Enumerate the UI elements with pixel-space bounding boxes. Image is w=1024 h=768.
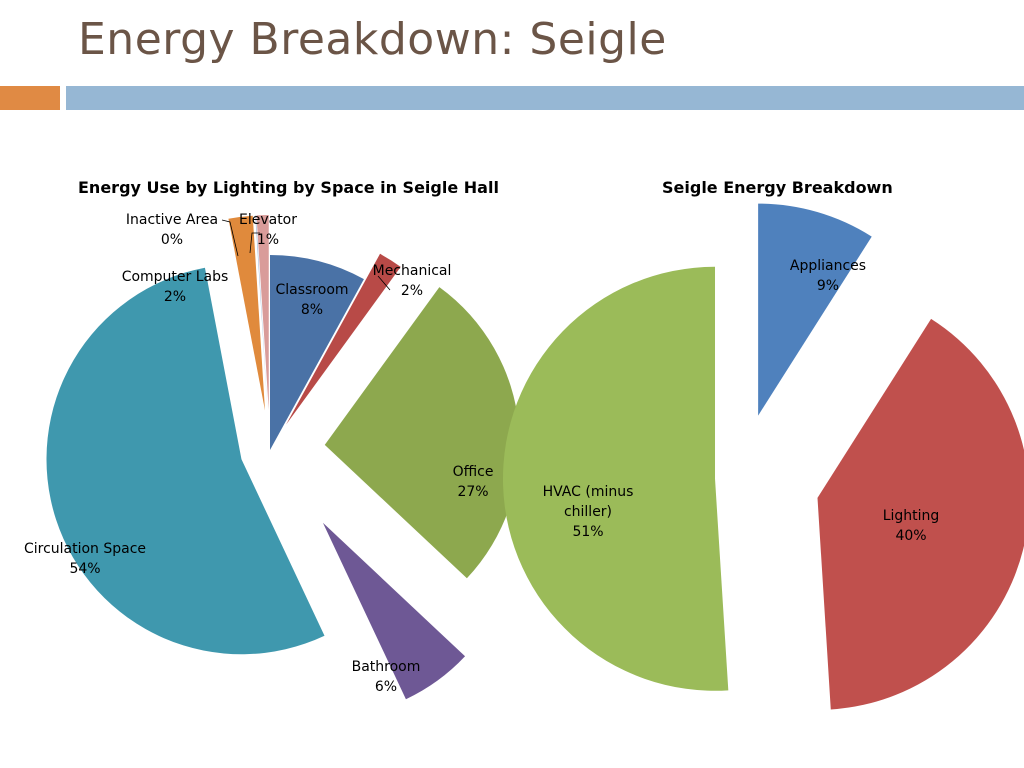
slide-title: Energy Breakdown: Seigle	[78, 14, 667, 65]
chart1-label-elevator: Elevator 1%	[239, 212, 297, 248]
chart1-slice-inactive-area	[255, 215, 268, 411]
chart1-slice-circulation-space	[46, 267, 325, 655]
chart1-label-computer-labs: Computer Labs 2%	[122, 269, 229, 305]
chart1-slice-office	[324, 287, 520, 579]
chart2-slice-lighting	[817, 318, 1024, 710]
chart1-title: Energy Use by Lighting by Space in Seigl…	[78, 178, 499, 197]
chart2-slice-hvac-minus-chiller	[502, 266, 729, 691]
chart1-label-circulation-space: Circulation Space 54%	[24, 541, 146, 577]
accent-bar-blue	[66, 86, 1024, 110]
chart1-label-office: Office 27%	[453, 464, 494, 500]
chart2-slice-appliances	[758, 203, 872, 416]
chart1-leader-inactive-area	[221, 219, 239, 257]
chart2-title: Seigle Energy Breakdown	[662, 178, 893, 197]
chart1-slice-classroom	[270, 255, 364, 450]
chart1-slice-mechanical	[286, 253, 401, 425]
chart1-leader-elevator	[249, 232, 260, 254]
chart1-slice-bathroom	[322, 522, 466, 700]
chart1-label-mechanical: Mechanical 2%	[373, 263, 452, 299]
chart1-label-bathroom: Bathroom 6%	[352, 659, 421, 695]
chart1-leader-mechanical	[377, 275, 391, 291]
chart2-label-hvac-minus-chiller: HVAC (minus chiller) 51%	[543, 484, 634, 540]
chart1-label-inactive-area: Inactive Area 0%	[126, 212, 218, 248]
accent-bar-orange	[0, 86, 60, 110]
chart1-label-classroom: Classroom 8%	[275, 282, 348, 318]
chart1-slice-computer-labs	[228, 215, 265, 411]
chart1-slice-elevator	[256, 215, 269, 411]
chart2-label-appliances: Appliances 9%	[790, 258, 866, 294]
chart2-label-lighting: Lighting 40%	[883, 508, 940, 544]
